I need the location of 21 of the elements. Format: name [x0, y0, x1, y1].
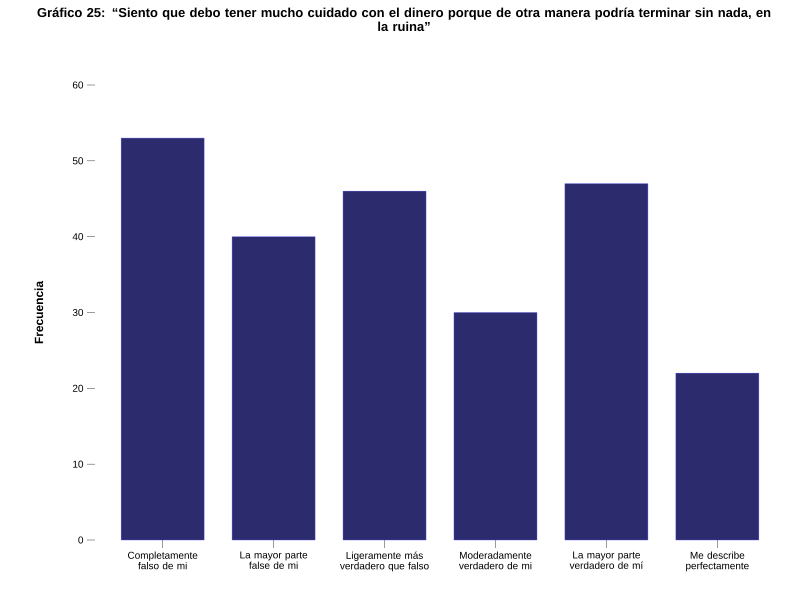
- x-tick-label: La mayor parte false de mi: [240, 552, 308, 569]
- bar: [232, 236, 316, 540]
- bar: [676, 372, 760, 540]
- bar: [120, 138, 204, 540]
- y-tick-label: 50: [72, 157, 84, 164]
- bar: [342, 190, 426, 540]
- y-tick-label: 40: [72, 233, 84, 240]
- bar: [454, 312, 538, 540]
- y-tick-label: 20: [72, 384, 84, 392]
- bar: [564, 183, 648, 540]
- x-tick-label: Moderadamente verdadero de mi: [458, 552, 532, 570]
- x-tick-label: La mayor parte verdadero de mí: [570, 552, 644, 569]
- x-tick-label: Me describe perfectamente: [686, 552, 749, 572]
- chart-title: Gráfico 25: “Siento que debo tener mucho cuidado con el dinero porque de otra manera podría terminar sin nada, en la ruina”: [38, 8, 770, 32]
- y-axis-title: Frecuencia: [34, 280, 44, 344]
- x-tick-label: Completamente falso de mi: [128, 552, 198, 570]
- y-tick-label: 10: [73, 460, 84, 468]
- y-tick-label: 30: [72, 308, 84, 316]
- y-tick-label: 60: [72, 81, 84, 89]
- y-tick-label: 0: [78, 536, 84, 544]
- x-tick-label: Ligeramente más verdadero que falso: [340, 552, 429, 572]
